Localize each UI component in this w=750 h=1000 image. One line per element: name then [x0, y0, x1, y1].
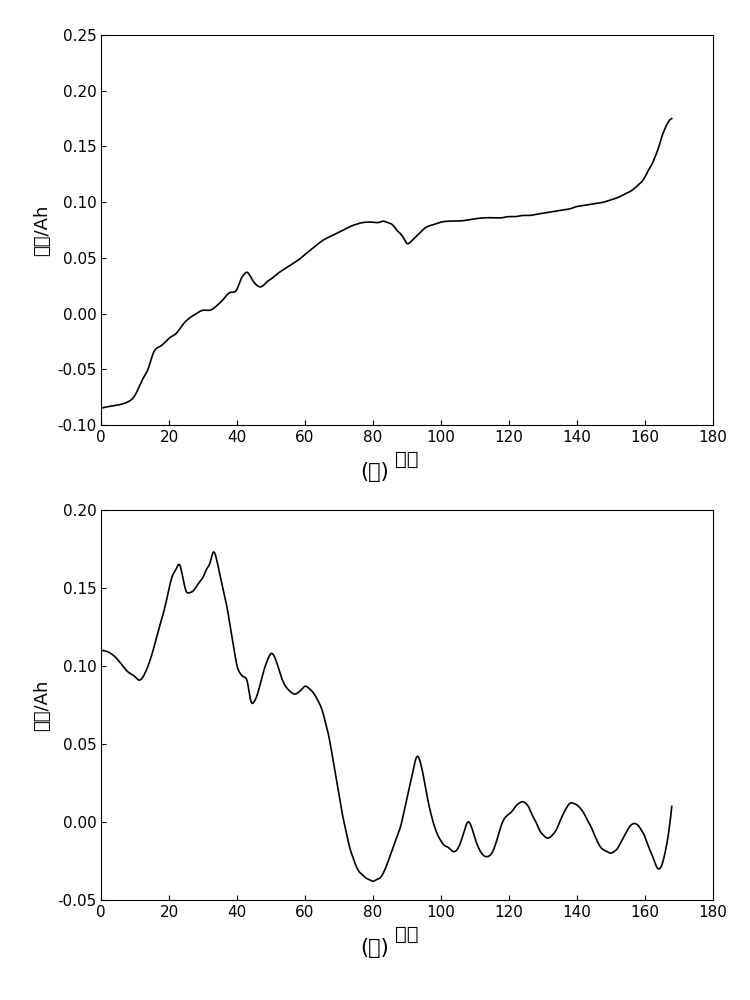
Y-axis label: 容量/Ah: 容量/Ah [34, 204, 52, 256]
X-axis label: 周期: 周期 [395, 925, 418, 944]
Text: (ｂ): (ｂ) [361, 462, 389, 482]
Text: (ｃ): (ｃ) [361, 938, 389, 958]
X-axis label: 周期: 周期 [395, 450, 418, 469]
Y-axis label: 容量/Ah: 容量/Ah [34, 679, 52, 731]
